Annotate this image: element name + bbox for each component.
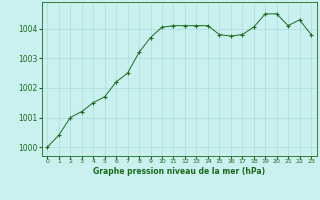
- X-axis label: Graphe pression niveau de la mer (hPa): Graphe pression niveau de la mer (hPa): [93, 167, 265, 176]
